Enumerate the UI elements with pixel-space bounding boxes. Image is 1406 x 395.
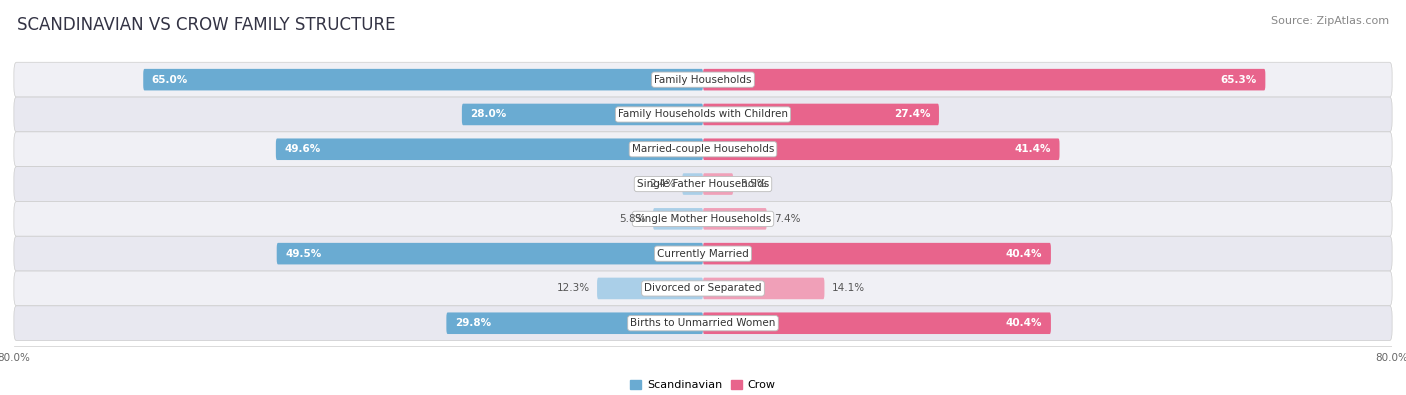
FancyBboxPatch shape — [446, 312, 703, 334]
FancyBboxPatch shape — [703, 243, 1050, 264]
FancyBboxPatch shape — [14, 236, 1392, 271]
Text: Family Households with Children: Family Households with Children — [619, 109, 787, 119]
Text: 49.6%: 49.6% — [284, 144, 321, 154]
Text: 29.8%: 29.8% — [456, 318, 491, 328]
Text: Source: ZipAtlas.com: Source: ZipAtlas.com — [1271, 16, 1389, 26]
Text: Family Households: Family Households — [654, 75, 752, 85]
FancyBboxPatch shape — [682, 173, 703, 195]
FancyBboxPatch shape — [598, 278, 703, 299]
Text: 40.4%: 40.4% — [1005, 318, 1042, 328]
Text: 12.3%: 12.3% — [557, 284, 591, 293]
FancyBboxPatch shape — [461, 103, 703, 125]
FancyBboxPatch shape — [703, 312, 1050, 334]
Text: Single Father Households: Single Father Households — [637, 179, 769, 189]
Text: 28.0%: 28.0% — [471, 109, 506, 119]
Text: SCANDINAVIAN VS CROW FAMILY STRUCTURE: SCANDINAVIAN VS CROW FAMILY STRUCTURE — [17, 16, 395, 34]
Text: 14.1%: 14.1% — [831, 284, 865, 293]
FancyBboxPatch shape — [276, 139, 703, 160]
FancyBboxPatch shape — [703, 208, 766, 229]
FancyBboxPatch shape — [703, 69, 1265, 90]
Text: 2.4%: 2.4% — [650, 179, 675, 189]
FancyBboxPatch shape — [703, 278, 824, 299]
Text: 5.8%: 5.8% — [620, 214, 647, 224]
Text: 41.4%: 41.4% — [1014, 144, 1050, 154]
FancyBboxPatch shape — [652, 208, 703, 229]
FancyBboxPatch shape — [14, 97, 1392, 132]
Text: 65.3%: 65.3% — [1220, 75, 1257, 85]
Text: 65.0%: 65.0% — [152, 75, 188, 85]
FancyBboxPatch shape — [14, 201, 1392, 236]
FancyBboxPatch shape — [143, 69, 703, 90]
FancyBboxPatch shape — [703, 139, 1060, 160]
Text: Currently Married: Currently Married — [657, 248, 749, 259]
Legend: Scandinavian, Crow: Scandinavian, Crow — [626, 376, 780, 395]
Text: Married-couple Households: Married-couple Households — [631, 144, 775, 154]
FancyBboxPatch shape — [14, 306, 1392, 340]
Text: 40.4%: 40.4% — [1005, 248, 1042, 259]
Text: Births to Unmarried Women: Births to Unmarried Women — [630, 318, 776, 328]
FancyBboxPatch shape — [14, 132, 1392, 167]
FancyBboxPatch shape — [14, 62, 1392, 97]
Text: Divorced or Separated: Divorced or Separated — [644, 284, 762, 293]
FancyBboxPatch shape — [14, 271, 1392, 306]
FancyBboxPatch shape — [703, 103, 939, 125]
FancyBboxPatch shape — [703, 173, 733, 195]
FancyBboxPatch shape — [14, 167, 1392, 201]
Text: 49.5%: 49.5% — [285, 248, 322, 259]
Text: Single Mother Households: Single Mother Households — [636, 214, 770, 224]
Text: 3.5%: 3.5% — [740, 179, 766, 189]
FancyBboxPatch shape — [277, 243, 703, 264]
Text: 7.4%: 7.4% — [773, 214, 800, 224]
Text: 27.4%: 27.4% — [894, 109, 931, 119]
